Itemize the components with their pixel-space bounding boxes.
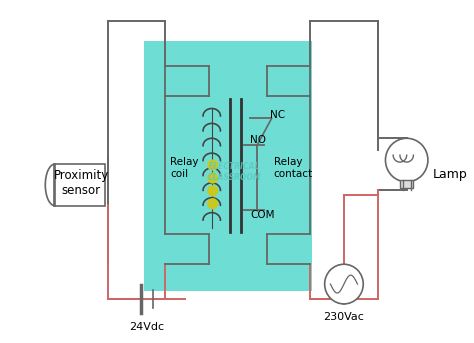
- Circle shape: [208, 160, 218, 170]
- Text: 24Vdc: 24Vdc: [129, 322, 164, 332]
- Circle shape: [325, 264, 363, 304]
- Circle shape: [385, 138, 428, 182]
- Text: 230Vac: 230Vac: [324, 312, 365, 322]
- Text: Proximity
sensor: Proximity sensor: [54, 169, 109, 197]
- Text: NC: NC: [270, 110, 285, 120]
- Text: ELECTRICAL
CLASSROOM: ELECTRICAL CLASSROOM: [208, 162, 262, 182]
- Circle shape: [208, 173, 218, 183]
- Text: Lamp: Lamp: [433, 168, 467, 181]
- Text: Relay
contact: Relay contact: [273, 157, 313, 179]
- Circle shape: [208, 199, 218, 209]
- Bar: [400, 180, 413, 188]
- Text: NO: NO: [250, 135, 266, 145]
- Bar: [54, 164, 105, 206]
- Bar: [144, 41, 312, 291]
- Text: Relay
coil: Relay coil: [170, 157, 199, 179]
- Circle shape: [208, 186, 218, 196]
- Text: COM: COM: [250, 210, 275, 220]
